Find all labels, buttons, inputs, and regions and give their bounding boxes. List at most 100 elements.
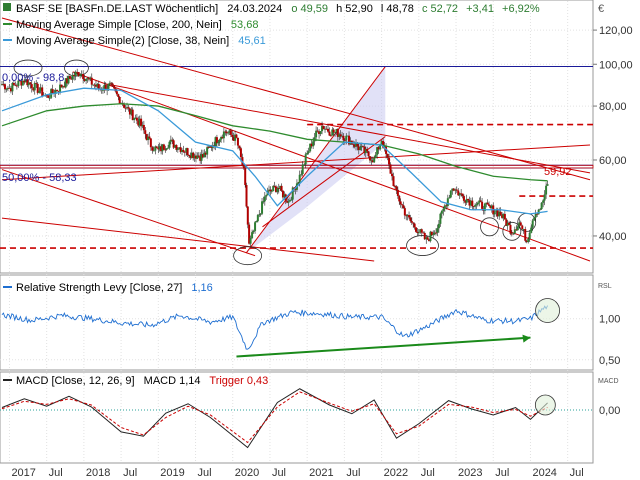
- candle: [182, 145, 185, 153]
- candle: [231, 130, 234, 141]
- candle: [9, 85, 12, 94]
- header-change-pct: +6,92%: [502, 3, 540, 15]
- candle: [138, 115, 141, 129]
- pivot-circle: [502, 221, 522, 241]
- candle: [503, 210, 506, 220]
- candle: [199, 152, 202, 164]
- candle: [443, 203, 446, 213]
- candle: [410, 217, 413, 226]
- candle: [304, 152, 307, 169]
- rsl-panel-frame: [0, 274, 594, 371]
- candle: [244, 165, 247, 188]
- candle: [224, 129, 227, 136]
- candle: [452, 187, 455, 192]
- candle: [328, 127, 331, 136]
- candle: [131, 107, 134, 121]
- candle: [451, 188, 454, 195]
- macd-value: MACD 1,14: [144, 375, 201, 387]
- candle: [82, 70, 85, 84]
- candle: [527, 237, 530, 244]
- candle: [399, 198, 402, 208]
- candle: [419, 228, 422, 234]
- candle: [203, 149, 206, 158]
- candle: [238, 145, 241, 151]
- candle: [546, 180, 549, 186]
- candle: [67, 75, 70, 85]
- candle: [516, 225, 519, 231]
- candle: [310, 139, 313, 149]
- candle: [423, 231, 426, 240]
- candle: [521, 224, 524, 230]
- candle: [145, 134, 148, 141]
- candle: [26, 75, 29, 88]
- candle: [134, 114, 137, 120]
- candle: [70, 76, 73, 80]
- candle: [357, 143, 360, 155]
- candle: [17, 80, 20, 88]
- candle: [405, 214, 408, 221]
- candle: [339, 130, 342, 139]
- candle: [262, 196, 265, 204]
- rsl-value: 1,16: [191, 282, 212, 294]
- candle: [51, 84, 54, 95]
- x-tick-label: Jul: [570, 467, 584, 479]
- candle: [77, 71, 80, 77]
- candle: [83, 74, 86, 83]
- candle: [188, 154, 191, 159]
- candle: [348, 131, 351, 146]
- candle: [85, 78, 88, 85]
- candle: [248, 222, 251, 245]
- x-tick-label: Jul: [272, 467, 286, 479]
- candle: [359, 142, 362, 151]
- candle: [155, 145, 158, 149]
- macd-line-group: [1, 388, 556, 449]
- candle: [171, 137, 174, 144]
- candle: [545, 182, 548, 199]
- candle: [486, 199, 489, 205]
- candle: [277, 183, 280, 194]
- candle: [61, 85, 64, 89]
- candle: [512, 232, 515, 235]
- candle: [161, 143, 164, 155]
- candle: [374, 152, 377, 159]
- candle: [133, 117, 136, 124]
- candle: [172, 138, 175, 149]
- candle: [281, 190, 284, 200]
- candle: [160, 143, 163, 155]
- candle: [412, 222, 415, 228]
- candle: [93, 83, 96, 90]
- candle: [90, 73, 93, 90]
- candle: [364, 146, 367, 158]
- x-tick-label: 2020: [235, 467, 259, 479]
- candle: [331, 127, 334, 136]
- candle: [426, 235, 429, 240]
- candle: [246, 206, 249, 229]
- candle: [118, 96, 121, 105]
- candle: [371, 156, 374, 163]
- candle: [60, 84, 63, 88]
- header-date: 24.03.2024: [227, 3, 282, 15]
- header-change: +3,41: [466, 3, 494, 15]
- price-tick-label: 40,00: [599, 231, 627, 243]
- macd-tick-label: 0,00: [599, 405, 620, 417]
- candle: [21, 79, 24, 86]
- candle: [518, 218, 521, 229]
- pivot-circle: [13, 59, 43, 77]
- candle: [528, 229, 531, 242]
- candle: [29, 82, 32, 89]
- candle: [68, 73, 71, 80]
- candle: [540, 201, 543, 210]
- candle: [218, 138, 221, 146]
- candle: [325, 125, 328, 130]
- candle: [179, 142, 182, 154]
- candle: [287, 198, 290, 207]
- candle: [510, 230, 513, 237]
- candle: [355, 139, 358, 151]
- candle: [531, 218, 534, 231]
- rsl-arrow-head: [522, 334, 531, 343]
- macd-line: [1, 388, 548, 449]
- candle: [11, 81, 14, 96]
- candle: [440, 209, 443, 219]
- candle: [108, 80, 111, 86]
- candle: [71, 72, 74, 83]
